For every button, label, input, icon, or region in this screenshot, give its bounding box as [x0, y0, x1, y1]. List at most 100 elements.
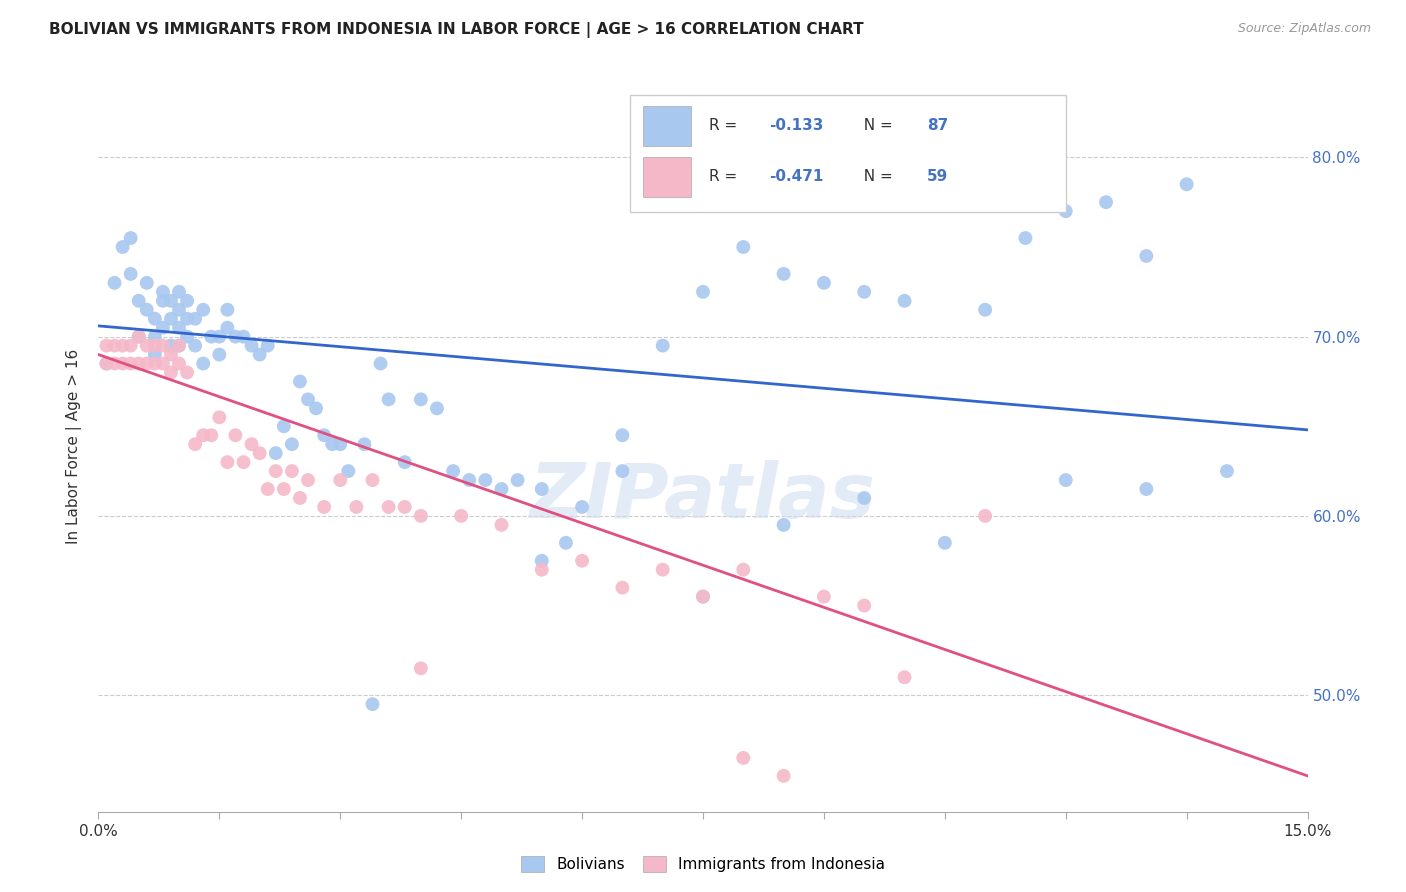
Point [297, 392, 319, 407]
Point [394, 500, 416, 514]
Text: N =: N = [855, 169, 898, 185]
Point [474, 473, 496, 487]
Point [1054, 473, 1077, 487]
Point [143, 348, 166, 362]
Point [288, 491, 311, 505]
Point [651, 563, 673, 577]
Point [426, 401, 449, 416]
Point [217, 320, 239, 334]
Point [281, 437, 304, 451]
Point [200, 329, 222, 343]
Point [256, 482, 278, 496]
Point [208, 348, 231, 362]
Point [152, 285, 174, 299]
Point [143, 338, 166, 352]
Point [1054, 204, 1077, 219]
Text: 87: 87 [927, 118, 948, 133]
Text: -0.471: -0.471 [769, 169, 824, 185]
Point [193, 302, 215, 317]
Point [813, 276, 835, 290]
Point [167, 357, 190, 371]
Point [103, 338, 125, 352]
Point [974, 302, 997, 317]
Point [167, 338, 190, 352]
Point [273, 482, 295, 496]
Point [176, 293, 198, 308]
Legend: Bolivians, Immigrants from Indonesia: Bolivians, Immigrants from Indonesia [513, 848, 893, 880]
Point [208, 410, 231, 425]
Point [288, 375, 311, 389]
Point [96, 357, 118, 371]
Point [853, 599, 876, 613]
Point [240, 338, 263, 352]
Point [441, 464, 464, 478]
Text: R =: R = [709, 169, 742, 185]
Point [530, 482, 553, 496]
Point [249, 446, 271, 460]
Point [409, 392, 432, 407]
Point [361, 473, 384, 487]
Point [120, 338, 142, 352]
Point [692, 590, 714, 604]
Point [160, 293, 183, 308]
Point [176, 366, 198, 380]
Point [1216, 464, 1239, 478]
Point [1014, 231, 1036, 245]
Point [555, 536, 578, 550]
Text: N =: N = [855, 118, 898, 133]
Point [143, 311, 166, 326]
Point [974, 508, 997, 523]
Point [167, 338, 190, 352]
Point [1135, 482, 1157, 496]
Point [1095, 195, 1118, 210]
Point [152, 338, 174, 352]
Point [934, 536, 956, 550]
Point [361, 697, 384, 711]
Point [120, 231, 142, 245]
Point [692, 285, 714, 299]
Point [217, 302, 239, 317]
Point [96, 357, 118, 371]
Point [772, 517, 794, 532]
Point [167, 302, 190, 317]
Point [249, 348, 271, 362]
Point [571, 554, 593, 568]
Point [135, 276, 157, 290]
Point [167, 320, 190, 334]
Point [120, 357, 142, 371]
FancyBboxPatch shape [643, 157, 690, 197]
Point [297, 473, 319, 487]
Y-axis label: In Labor Force | Age > 16: In Labor Force | Age > 16 [66, 349, 83, 543]
Point [314, 500, 336, 514]
Point [314, 428, 336, 442]
Point [167, 285, 190, 299]
Point [120, 267, 142, 281]
Point [612, 428, 634, 442]
Point [103, 276, 125, 290]
Point [184, 437, 207, 451]
Point [772, 267, 794, 281]
Point [184, 338, 207, 352]
Point [135, 302, 157, 317]
Point [813, 590, 835, 604]
Point [232, 455, 254, 469]
Point [200, 428, 222, 442]
Point [450, 508, 472, 523]
Point [733, 240, 755, 254]
Point [337, 464, 360, 478]
Point [458, 473, 481, 487]
Point [96, 338, 118, 352]
Point [530, 554, 553, 568]
Point [329, 437, 352, 451]
Point [160, 366, 183, 380]
Point [281, 464, 304, 478]
Text: BOLIVIAN VS IMMIGRANTS FROM INDONESIA IN LABOR FORCE | AGE > 16 CORRELATION CHAR: BOLIVIAN VS IMMIGRANTS FROM INDONESIA IN… [49, 22, 863, 38]
Point [733, 563, 755, 577]
Text: ZIPatlas: ZIPatlas [530, 460, 876, 534]
Point [377, 392, 399, 407]
Point [893, 293, 915, 308]
FancyBboxPatch shape [630, 95, 1066, 212]
Point [321, 437, 343, 451]
Point [377, 500, 399, 514]
Point [128, 357, 150, 371]
